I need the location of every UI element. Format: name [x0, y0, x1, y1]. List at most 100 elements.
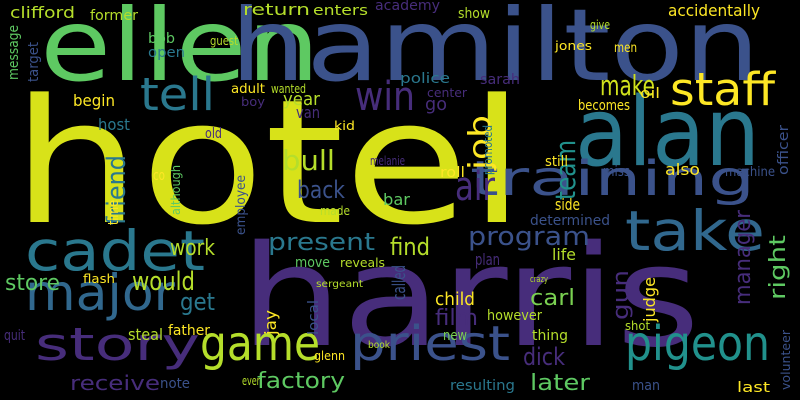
word: however — [487, 308, 542, 324]
word: win — [355, 74, 415, 120]
word: take — [625, 199, 765, 263]
word: jay — [261, 310, 280, 336]
word: melanie — [370, 154, 405, 168]
word: hotel — [12, 62, 525, 263]
word: old — [205, 126, 222, 142]
word: later — [530, 371, 591, 396]
word: hamilton — [230, 0, 760, 104]
word: friend — [102, 155, 132, 225]
word: kid — [334, 119, 355, 133]
word: would — [132, 267, 195, 297]
word: van — [296, 103, 320, 122]
word: flash — [83, 272, 115, 286]
word: right — [766, 235, 791, 300]
word: receive — [70, 371, 160, 395]
word: ellen — [40, 0, 320, 104]
word: book — [368, 340, 390, 351]
word: plan — [475, 250, 500, 269]
word: gun — [609, 270, 634, 320]
word: bob — [148, 31, 175, 47]
word: carl — [530, 286, 575, 311]
word: promoted — [481, 125, 495, 175]
word: film — [435, 306, 478, 331]
word: go — [425, 94, 447, 115]
word: get — [180, 288, 215, 316]
word: priest — [350, 316, 510, 372]
word: co — [153, 168, 165, 184]
word: pigeon — [625, 316, 770, 372]
word: former — [90, 8, 138, 24]
word: oil — [640, 86, 660, 102]
word: move — [295, 255, 330, 271]
word: adult — [231, 82, 265, 97]
word: although — [169, 165, 183, 215]
word: crazy — [530, 275, 548, 285]
word: clifford — [10, 3, 75, 22]
word: team — [549, 140, 582, 200]
word: child — [435, 289, 475, 310]
word: steal — [128, 325, 163, 344]
word: game — [200, 316, 320, 372]
word: boy — [241, 95, 265, 109]
word: bar — [383, 190, 410, 209]
word: also — [665, 160, 700, 179]
word: new — [443, 328, 467, 344]
word: thing — [532, 328, 568, 344]
word: quit — [4, 328, 25, 344]
word: harris — [240, 216, 700, 379]
word: time — [106, 200, 122, 225]
word: ever — [242, 374, 260, 388]
word: major — [25, 264, 175, 322]
word: called — [389, 265, 410, 300]
word: resulting — [450, 378, 515, 394]
word: made — [320, 204, 350, 218]
word: bull — [282, 144, 335, 177]
word: manager — [731, 209, 756, 305]
word: enters — [313, 3, 368, 19]
word: determined — [530, 213, 610, 229]
word: message — [6, 25, 22, 80]
word: father — [168, 323, 210, 339]
word: story — [35, 318, 200, 371]
word: wanted — [271, 82, 306, 96]
word: job — [463, 115, 498, 171]
word: back — [297, 176, 345, 204]
word: factory — [257, 369, 345, 394]
word: open — [148, 45, 185, 61]
word: year — [283, 89, 321, 110]
word: still — [545, 154, 568, 170]
word: dick — [523, 343, 565, 371]
word: last — [737, 380, 771, 396]
word: life — [552, 245, 576, 264]
word: center — [427, 86, 467, 100]
word: roll — [440, 165, 465, 181]
word: jones — [554, 39, 592, 53]
word: return — [243, 0, 310, 19]
word: cadet — [25, 219, 205, 283]
word: show — [458, 6, 490, 22]
word: begin — [73, 91, 115, 110]
word: find — [390, 233, 430, 261]
word: glenn — [314, 349, 345, 363]
word: alan — [575, 78, 760, 188]
word: machine — [725, 165, 775, 180]
word: becomes — [578, 98, 630, 114]
word: academy — [375, 0, 440, 14]
word: sergeant — [316, 279, 363, 290]
word: police — [400, 71, 450, 87]
word: volunteer — [779, 330, 793, 390]
word: target — [26, 42, 42, 82]
word: program — [468, 222, 590, 252]
word: judge — [640, 277, 659, 323]
word: tell — [140, 68, 215, 121]
word: shot — [625, 319, 650, 333]
word: reveals — [340, 256, 385, 270]
word: staff — [670, 63, 776, 116]
word: local — [306, 300, 322, 335]
word: work — [170, 236, 215, 261]
word: sarah — [480, 72, 520, 88]
word: side — [555, 195, 580, 214]
